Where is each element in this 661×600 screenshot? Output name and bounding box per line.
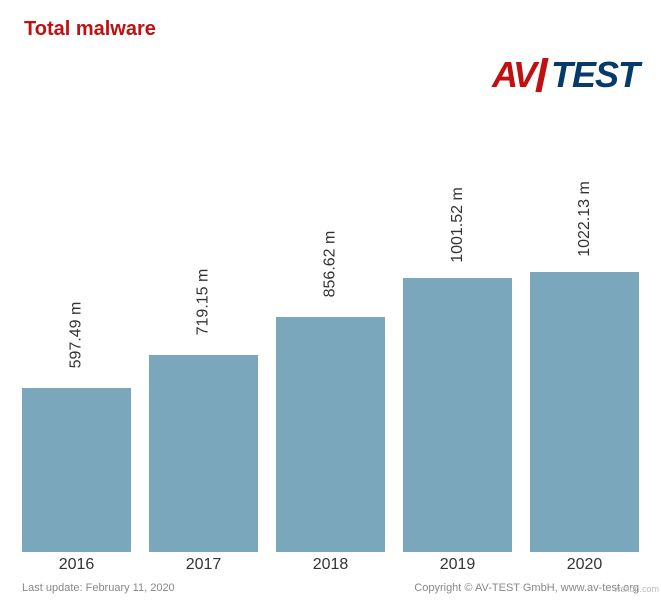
bar (276, 317, 385, 552)
watermark-text: wsxdn.com (614, 584, 659, 594)
x-axis-label: 2016 (22, 556, 131, 574)
x-axis-label: 2019 (403, 556, 512, 574)
bar (530, 272, 639, 552)
logo-separator-icon (535, 58, 548, 92)
chart-title: Total malware (24, 18, 156, 41)
avtest-logo: A V TEST (492, 54, 639, 96)
bar-wrap: 1001.52 m (403, 278, 512, 552)
bar-value-label: 719.15 m (195, 269, 213, 336)
bar-value-label: 597.49 m (68, 302, 86, 369)
bar (403, 278, 512, 552)
bar-chart: 597.49 m719.15 m856.62 m1001.52 m1022.13… (22, 110, 639, 552)
bar-value-label: 1001.52 m (448, 187, 466, 263)
bar-wrap: 856.62 m (276, 317, 385, 552)
bar-wrap: 597.49 m (22, 388, 131, 552)
bar (22, 388, 131, 552)
bar (149, 355, 258, 552)
bar-wrap: 719.15 m (149, 355, 258, 552)
bar-value-label: 1022.13 m (575, 181, 593, 257)
bar-wrap: 1022.13 m (530, 272, 639, 552)
bar-value-label: 856.62 m (322, 231, 340, 298)
logo-v-letter: V (513, 54, 536, 96)
x-axis-labels: 2016 2017 2018 2019 2020 (22, 556, 639, 574)
x-axis-label: 2020 (530, 556, 639, 574)
logo-test-text: TEST (551, 54, 639, 96)
x-axis-label: 2017 (149, 556, 258, 574)
x-axis-label: 2018 (276, 556, 385, 574)
copyright-text: Copyright © AV-TEST GmbH, www.av-test.or… (414, 582, 639, 594)
last-update-text: Last update: February 11, 2020 (22, 582, 175, 594)
